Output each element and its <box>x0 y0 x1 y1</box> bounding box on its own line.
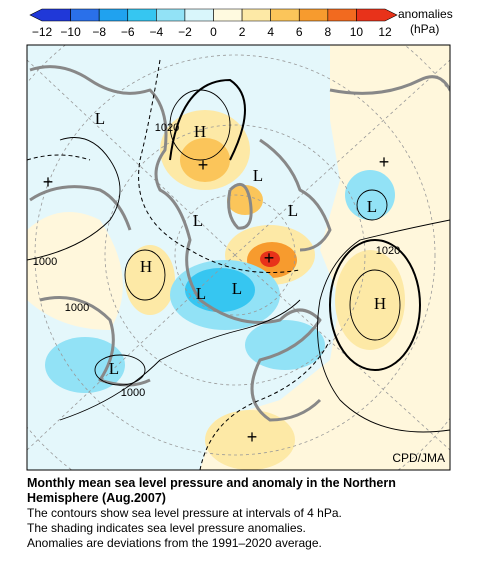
caption: Monthly mean sea level pressure and anom… <box>27 476 467 551</box>
contour-label: 1000 <box>121 387 145 399</box>
colorbar-tick-label: 12 <box>378 25 392 39</box>
colorbar-tick-label: 8 <box>324 25 331 39</box>
colorbar-segment <box>356 8 398 22</box>
colorbar: −12 −10 −8 −6 −4 −2 0 2 4 6 8 10 12 <box>29 8 398 39</box>
colorbar-tick-label: −12 <box>32 25 53 39</box>
colorbar-tick-label: −2 <box>178 25 192 39</box>
plus: + <box>198 155 209 175</box>
colorbar-unit: (hPa) <box>410 22 439 36</box>
caption-line: The shading indicates sea level pressure… <box>27 521 306 535</box>
contour-label: 1020 <box>376 245 400 257</box>
colorbar-tick-label: −8 <box>92 25 106 39</box>
center-markers: + + + + + <box>43 152 390 447</box>
contour-label: 1000 <box>65 302 89 314</box>
colorbar-tick-label: −10 <box>60 25 81 39</box>
contour-label: 1020 <box>155 122 179 134</box>
colorbar-tick-label: 10 <box>350 25 364 39</box>
colorbar-segment <box>70 8 100 22</box>
pressure-center: L <box>367 197 377 216</box>
pressure-center: L <box>109 359 119 378</box>
pressure-center: L <box>193 211 203 230</box>
pressure-center: L <box>196 284 206 303</box>
colorbar-tick-label: 0 <box>210 25 217 39</box>
colorbar-tick-label: 2 <box>239 25 246 39</box>
colorbar-segment <box>213 8 243 22</box>
map-frame <box>26 44 451 471</box>
pressure-center: H <box>194 122 206 141</box>
caption-line: The contours show sea level pressure at … <box>27 506 342 520</box>
credit: CPD/JMA <box>392 451 445 465</box>
colorbar-segment <box>327 8 357 22</box>
colorbar-tick-label: 6 <box>296 25 303 39</box>
colorbar-segment <box>127 8 157 22</box>
colorbar-segment <box>156 8 186 22</box>
colorbar-segment <box>298 8 329 22</box>
plus: + <box>247 427 258 447</box>
colorbar-label: anomalies <box>398 7 453 21</box>
pressure-center: L <box>232 279 242 298</box>
colorbar-segment <box>270 8 300 22</box>
colorbar-segment <box>184 8 214 22</box>
plus: + <box>379 152 390 172</box>
contour-label: 1000 <box>33 256 57 268</box>
map: + + + + + H H H L L L L L L L L 1020 102… <box>27 45 450 470</box>
colorbar-tick-label: 4 <box>267 25 274 39</box>
colorbar-tick-label: −4 <box>149 25 163 39</box>
pressure-center: H <box>140 257 152 276</box>
colorbar-segment <box>98 8 129 22</box>
colorbar-segment <box>29 8 71 22</box>
colorbar-segment <box>241 8 271 22</box>
pressure-center: L <box>95 109 105 128</box>
caption-line: Anomalies are deviations from the 1991–2… <box>27 536 322 550</box>
pressure-center: L <box>253 166 263 185</box>
pressure-center: L <box>288 201 298 220</box>
colorbar-tick-label: −6 <box>121 25 135 39</box>
figure: −12 −10 −8 −6 −4 −2 0 2 4 6 8 10 12 anomalies (hPa) <box>26 7 453 471</box>
plus: + <box>264 248 275 268</box>
pressure-center: H <box>374 294 386 313</box>
plus: + <box>43 172 54 192</box>
caption-title: Monthly mean sea level pressure and anom… <box>27 476 396 505</box>
